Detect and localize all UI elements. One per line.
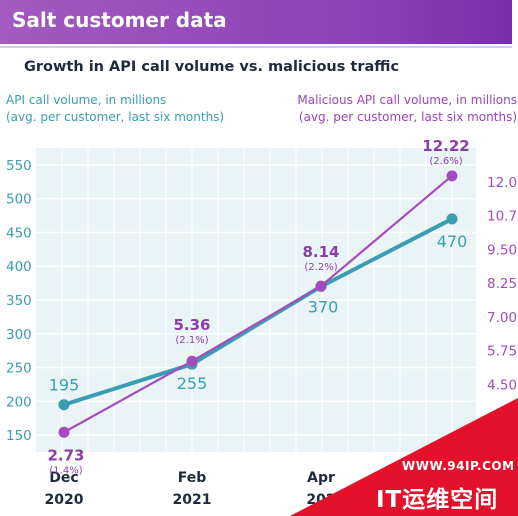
x-tick-year: 202 [306,492,335,508]
malicious-volume-pct-label: (2.6%) [429,156,462,167]
malicious-volume-data-label: 2.73 [47,446,84,464]
x-tick-year: 2020 [45,492,84,508]
malicious-volume-point [446,170,458,182]
right-axis-label-line-2: (avg. per customer, last six months) [298,110,517,124]
left-axis-tick-label: 400 [6,259,32,275]
left-axis-tick-label: 550 [6,158,32,174]
left-axis-tick-label: 250 [6,361,32,377]
malicious-volume-point [58,426,70,438]
chart-title: Growth in API call volume vs. malicious … [24,59,400,75]
right-axis-tick-label: 3.25 [487,411,517,427]
api-volume-data-label: 470 [437,232,468,251]
malicious-volume-pct-label: (2.2%) [304,262,337,273]
page-title: Salt customer data [12,8,227,32]
left-axis-label-line-2: (avg. per customer, last six months) [6,110,225,124]
right-axis-tick-label: 7.00 [487,310,517,326]
right-axis-tick-label: 10.75 [487,209,518,225]
right-axis-label-line-1: Malicious API call volume, in millions [297,93,517,107]
right-axis-tick-label: 9.50 [487,242,517,258]
api-volume-data-label: 195 [49,376,80,395]
left-axis-tick-label: 350 [6,293,32,309]
api-volume-data-label: 255 [177,374,208,393]
malicious-volume-pct-label: (2.1%) [175,335,208,346]
malicious-volume-line [63,174,453,434]
left-axis-tick-label: 200 [6,394,32,410]
left-axis-tick-label: 450 [6,225,32,241]
malicious-volume-data-label: 12.22 [422,137,469,155]
x-tick-month: Feb [178,470,207,486]
malicious-volume-data-label: 5.36 [173,316,210,334]
left-axis-label-line-1: API call volume, in millions [6,93,167,107]
right-axis-tick-label: 4.50 [487,377,517,393]
right-axis-tick-label: 5.75 [487,344,517,360]
left-axis-label: API call volume, in millions (avg. per c… [6,92,224,126]
header-bar: Salt customer data [0,0,512,44]
x-tick-month: Dec [49,470,78,486]
right-axis-tick-label: 12.00 [487,175,518,191]
api-volume-line [63,217,453,407]
right-axis-label: Malicious API call volume, in millions (… [297,92,517,126]
malicious-volume-point [186,355,198,367]
x-tick-year: 2021 [173,492,212,508]
right-axis-tick-label: 8.25 [487,276,517,292]
left-axis-tick-label: 300 [6,327,32,343]
api-volume-point [58,399,70,411]
left-axis-tick-label: 150 [6,428,32,444]
x-tick-month: Apr [307,470,335,486]
malicious-volume-pct-label: (1.4%) [49,465,82,476]
api-volume-point [446,213,458,225]
malicious-volume-data-label: 8.14 [302,243,339,261]
left-axis-tick-label: 500 [6,192,32,208]
malicious-volume-point [315,280,327,292]
api-volume-data-label: 370 [308,297,339,316]
